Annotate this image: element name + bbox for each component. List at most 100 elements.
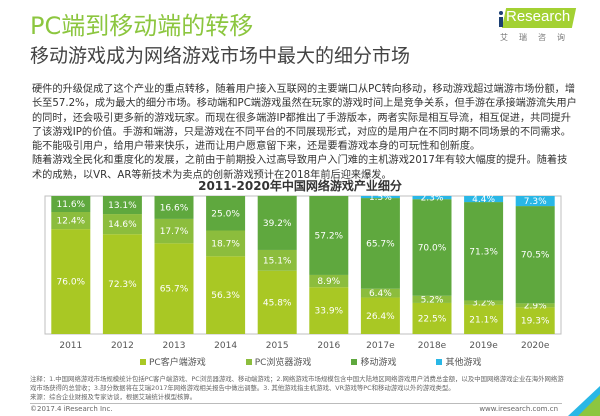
- bar-segment-2011-2: [51, 196, 91, 213]
- data-label: 2.3%: [421, 194, 444, 204]
- bar-segment-2015-2: [257, 195, 297, 250]
- data-label: 33.9%: [315, 307, 344, 317]
- x-tick-label: 2018e: [418, 341, 447, 351]
- bar-segment-2012-1: [102, 214, 142, 235]
- data-label: 65.7%: [160, 285, 189, 295]
- bar-segment-2019e-2: [464, 202, 504, 301]
- bar-segment-2015-1: [257, 249, 297, 271]
- data-label: 14.6%: [108, 220, 137, 230]
- bar-segment-2016-0: [309, 287, 349, 334]
- note-text: 注释：1.中国网络游戏市场规模统计包括PC客户端游戏、PC浏览器游戏、移动端游戏…: [30, 375, 564, 392]
- page-corner-decoration: [568, 386, 600, 416]
- bar-segment-2017e-2: [360, 198, 400, 289]
- logo-i-dot-icon: [499, 11, 503, 15]
- x-tick-label: 2014: [214, 341, 237, 351]
- bar-segment-2020e-1: [515, 303, 555, 308]
- data-label: 15.1%: [263, 256, 292, 266]
- data-label: 2.9%: [524, 301, 547, 311]
- bar-segment-2018e-3: [412, 196, 452, 200]
- bar-segment-2018e-2: [412, 199, 452, 296]
- bar-segment-2011-0: [51, 229, 91, 334]
- bar-segment-2017e-3: [360, 196, 400, 199]
- iresearch-logo: Research 艾瑞咨询: [498, 6, 584, 46]
- legend-label: 移动游戏: [360, 358, 397, 368]
- data-label: 39.2%: [263, 219, 292, 229]
- bar-segment-2017e-1: [360, 288, 400, 298]
- data-label: 8.9%: [317, 277, 340, 287]
- body-paragraph-1: 硬件的升级促成了这个产业的重点转移，随着用户接入互联网的主要端口从PC转向移动，…: [32, 84, 577, 153]
- legend-label: PC客户端游戏: [149, 358, 206, 368]
- x-tick-label: 2011: [59, 341, 82, 351]
- x-tick-label: 2013: [163, 341, 186, 351]
- data-label: 57.2%: [315, 231, 344, 241]
- x-tick-label: 2016: [317, 341, 340, 351]
- data-label: 76.0%: [57, 278, 86, 288]
- bar-segment-2014-2: [206, 196, 246, 231]
- legend-label: 其他游戏: [445, 358, 482, 368]
- data-label: 72.3%: [108, 280, 137, 290]
- bar-segment-2019e-1: [464, 300, 504, 305]
- data-label: 11.6%: [57, 200, 86, 210]
- bar-segment-2011-1: [51, 212, 91, 230]
- data-label: 19.3%: [521, 317, 550, 327]
- bar-segment-2013-1: [154, 218, 194, 244]
- bar-segment-2015-0: [257, 270, 297, 334]
- data-label: 21.1%: [469, 315, 498, 325]
- data-label: 26.4%: [366, 312, 395, 322]
- data-label: 13.1%: [108, 201, 137, 211]
- legend-item-other: 其他游戏: [436, 355, 481, 368]
- data-label: 17.7%: [160, 227, 189, 237]
- data-label: 56.3%: [211, 291, 240, 301]
- legend-swatch-other: [436, 358, 443, 365]
- copyright: ©2017.4 iResearch Inc.: [30, 405, 113, 413]
- x-tick-label: 2019e: [469, 341, 498, 351]
- x-tick-label: 2015: [266, 341, 289, 351]
- body-text: 硬件的升级促成了这个产业的重点转移，随着用户接入互联网的主要端口从PC转向移动，…: [32, 83, 577, 183]
- data-label: 6.4%: [369, 289, 392, 299]
- bar-segment-2013-0: [154, 243, 194, 334]
- data-label: 71.3%: [469, 247, 498, 257]
- footer-divider: [30, 403, 562, 404]
- bar-segment-2013-2: [154, 196, 194, 219]
- logo-text: Research: [506, 8, 571, 25]
- data-label: 65.7%: [366, 239, 395, 249]
- legend-swatch-pc-client: [140, 358, 146, 365]
- bar-segment-2018e-0: [412, 302, 452, 334]
- legend-label: PC浏览器游戏: [254, 358, 312, 368]
- data-label: 7.3%: [524, 197, 547, 207]
- legend-item-mobile: 移动游戏: [351, 355, 396, 368]
- x-tick-label: 2020e: [521, 341, 550, 351]
- bar-segment-2016-1: [309, 274, 349, 288]
- data-label: 45.8%: [263, 298, 292, 308]
- source-text: 来源：综合企业财报及专家访谈，根据艾瑞统计模型核算。: [30, 393, 197, 401]
- bar-segment-2020e-0: [515, 307, 555, 334]
- data-label: 1.5%: [369, 193, 392, 203]
- bar-segment-2014-1: [206, 230, 246, 257]
- bar-segment-2017e-0: [360, 297, 400, 334]
- data-label: 25.0%: [211, 209, 240, 219]
- page-title: PC端到移动端的转移: [30, 12, 254, 40]
- body-paragraph-2: 随着游戏全民化和重度化的发展，之前由于前期投入过高导致用户入门难的主机游戏201…: [32, 155, 568, 181]
- x-tick-label: 2012: [111, 341, 134, 351]
- logo-i-bar-icon: [499, 17, 503, 27]
- data-label: 70.0%: [418, 243, 447, 253]
- plot-frame: [44, 195, 562, 335]
- data-label: 16.6%: [160, 203, 189, 213]
- data-label: 3.2%: [472, 299, 495, 309]
- legend-swatch-pc-browser: [245, 358, 252, 365]
- data-label: 12.4%: [57, 217, 86, 227]
- x-tick-label: 2017e: [366, 341, 395, 351]
- data-label: 22.5%: [418, 314, 447, 324]
- legend-swatch-mobile: [351, 358, 358, 365]
- data-label: 5.2%: [421, 295, 444, 305]
- data-label: 70.5%: [521, 251, 550, 261]
- bar-segment-2020e-3: [515, 196, 555, 207]
- legend-item-pc-client: PC客户端游戏: [140, 355, 206, 368]
- bar-segment-2019e-0: [464, 304, 504, 334]
- chart-legend: PC客户端游戏 PC浏览器游戏 移动游戏 其他游戏: [140, 355, 481, 368]
- website-link[interactable]: www.iresearch.com.cn: [479, 405, 558, 413]
- bar-segment-2014-0: [206, 256, 246, 334]
- chart-title: 2011-2020年中国网络游戏产业细分: [198, 179, 402, 193]
- bar-segment-2020e-2: [515, 206, 555, 304]
